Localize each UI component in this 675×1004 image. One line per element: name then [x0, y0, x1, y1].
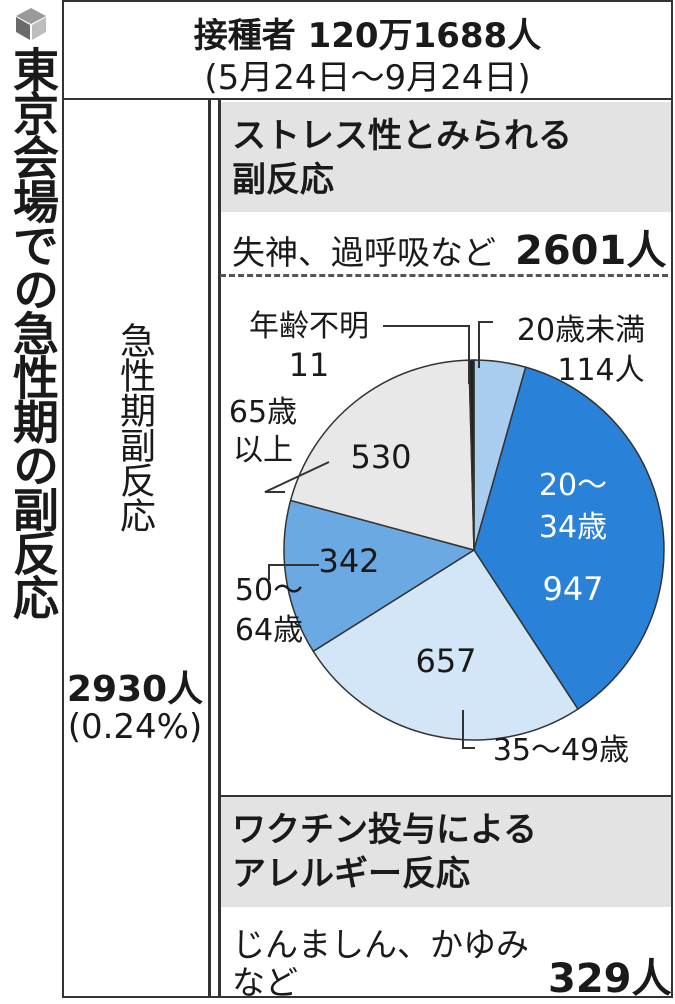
acute-label: 急性期副反応	[114, 322, 155, 532]
allergy-divider	[221, 795, 673, 797]
column-divider-inner	[218, 100, 221, 998]
slice-value-35-49: 657	[415, 642, 476, 680]
main-frame	[62, 0, 673, 998]
stress-heading-line2: 副反応	[232, 160, 334, 200]
acute-percent: (0.24%)	[67, 707, 203, 747]
left-summary: 急性期副反応 2930人 (0.24%)	[64, 102, 206, 996]
leader-line-under-20	[478, 321, 493, 368]
header: 接種者 120万1688人 (5月24日～9月24日)	[62, 0, 673, 100]
slice-label-unknown-age: 年齢不明	[249, 309, 369, 344]
pie-slice-20-34	[473, 366, 665, 711]
acute-count: 2930人	[66, 669, 204, 710]
allergy-desc-line2: など	[232, 963, 298, 1002]
slice-value-under-20: 114人	[557, 353, 644, 388]
header-divider	[62, 98, 673, 100]
leader-line-unknown-age	[383, 325, 470, 384]
stress-heading-box	[221, 102, 671, 212]
slice-label-65-plus: 65歳	[229, 395, 297, 430]
leader-line-35-49	[462, 710, 475, 749]
slice-label-65-plus: 以上	[233, 433, 293, 468]
vaccinated-total: 接種者 120万1688人	[193, 16, 542, 56]
side-title-column: 東京会場での急性期の副反応	[2, 0, 60, 1000]
leader-line-65-plus	[264, 461, 330, 493]
cube-logo-icon	[16, 8, 46, 40]
allergy-count: 329人	[548, 956, 672, 1002]
period: (5月24日～9月24日)	[204, 58, 531, 98]
slice-value-20-34: 947	[542, 570, 603, 608]
vertical-title: 東京会場での急性期の副反応	[6, 46, 60, 618]
slice-label-35-49: 35～49歳	[493, 733, 629, 768]
slice-label-50-64: 50～	[235, 573, 303, 608]
allergy-desc-line1: じんましん、かゆみ	[232, 925, 529, 964]
age-pie-chart: 20歳未満 114人 20～ 34歳 947 35～49歳 657 50～ 64歳 342 65歳以…	[229, 309, 665, 768]
slice-value-unknown-age: 11	[289, 346, 330, 384]
dashed-divider	[220, 274, 668, 277]
allergy-heading-box	[221, 797, 671, 907]
slice-label-under-20: 20歳未満	[517, 313, 645, 348]
stress-heading-line1: ストレス性とみられる	[232, 116, 572, 156]
allergy-heading-line1: ワクチン投与による	[232, 810, 537, 850]
slice-value-50-64: 342	[318, 542, 379, 580]
stress-count: 2601人	[515, 228, 667, 274]
pie-slice-35-49	[312, 548, 579, 741]
pie-slice-50-64	[283, 499, 476, 653]
leader-line-50-64	[268, 564, 319, 580]
allergy-heading-line2: アレルギー反応	[232, 854, 470, 894]
column-divider	[208, 100, 211, 998]
slice-label-50-64: 64歳	[235, 613, 303, 648]
slice-label-20-34: 34歳	[539, 510, 607, 545]
stress-desc: 失神、過呼吸など	[232, 233, 496, 272]
slice-label-20-34: 20～	[539, 468, 607, 503]
slice-value-65-plus: 530	[350, 438, 411, 476]
